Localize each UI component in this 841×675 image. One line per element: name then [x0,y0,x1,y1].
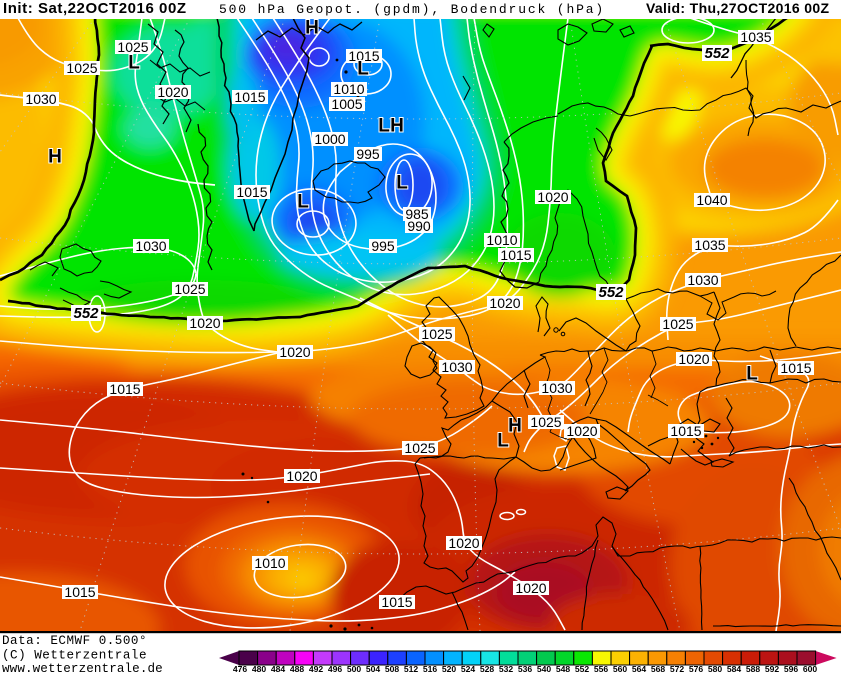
svg-text:576: 576 [689,664,704,674]
svg-text:1015: 1015 [348,48,379,64]
svg-text:1010: 1010 [486,232,517,248]
svg-text:Data: ECMWF 0.500°: Data: ECMWF 0.500° [2,634,147,648]
svg-text:1035: 1035 [740,29,771,45]
svg-text:1015: 1015 [381,594,412,610]
svg-text:540: 540 [537,664,552,674]
svg-text:556: 556 [594,664,609,674]
svg-text:496: 496 [328,664,343,674]
svg-text:588: 588 [746,664,761,674]
svg-text:1010: 1010 [333,81,364,97]
svg-text:1025: 1025 [117,39,148,55]
svg-text:1020: 1020 [157,84,188,100]
svg-text:1020: 1020 [537,189,568,205]
svg-text:1025: 1025 [404,440,435,456]
svg-text:572: 572 [670,664,685,674]
svg-text:1025: 1025 [66,60,97,76]
svg-text:1010: 1010 [254,555,285,571]
svg-text:Init: Sat,22OCT2016 00Z: Init: Sat,22OCT2016 00Z [3,0,187,17]
svg-text:1025: 1025 [530,414,561,430]
svg-text:1015: 1015 [670,423,701,439]
svg-text:564: 564 [632,664,647,674]
svg-text:568: 568 [651,664,666,674]
svg-text:1025: 1025 [421,326,452,342]
svg-text:1000: 1000 [314,131,345,147]
svg-text:(C) Wetterzentrale: (C) Wetterzentrale [2,649,147,663]
svg-text:1025: 1025 [662,316,693,332]
svg-text:H: H [390,116,404,137]
svg-text:560: 560 [613,664,628,674]
svg-text:L: L [497,431,509,452]
svg-text:580: 580 [708,664,723,674]
svg-text:592: 592 [765,664,780,674]
svg-text:1020: 1020 [489,295,520,311]
svg-text:Valid: Thu,27OCT2016 00Z: Valid: Thu,27OCT2016 00Z [646,0,830,16]
svg-text:1035: 1035 [694,237,725,253]
svg-text:1020: 1020 [448,535,479,551]
svg-text:985: 985 [405,206,429,222]
svg-text:www.wetterzentrale.de: www.wetterzentrale.de [2,662,163,675]
svg-text:L: L [128,53,140,74]
svg-text:488: 488 [290,664,305,674]
svg-text:504: 504 [366,664,381,674]
svg-text:1020: 1020 [515,580,546,596]
svg-text:1020: 1020 [678,351,709,367]
svg-text:L: L [297,192,309,213]
svg-text:508: 508 [385,664,400,674]
svg-text:1030: 1030 [541,380,572,396]
svg-text:990: 990 [407,218,431,234]
svg-text:1030: 1030 [441,359,472,375]
svg-text:1040: 1040 [696,192,727,208]
svg-text:1015: 1015 [64,584,95,600]
svg-text:1015: 1015 [234,89,265,105]
svg-text:H: H [305,18,319,39]
svg-text:1015: 1015 [500,247,531,263]
svg-text:500 hPa Geopot. (gpdm), Bodend: 500 hPa Geopot. (gpdm), Bodendruck (hPa) [219,2,605,17]
svg-text:584: 584 [727,664,742,674]
svg-text:492: 492 [309,664,324,674]
svg-text:995: 995 [371,238,395,254]
svg-text:1005: 1005 [331,96,362,112]
svg-text:596: 596 [784,664,799,674]
svg-text:H: H [508,416,522,437]
svg-text:L: L [746,364,758,385]
svg-text:1015: 1015 [236,184,267,200]
svg-text:1020: 1020 [279,344,310,360]
svg-text:1025: 1025 [174,281,205,297]
svg-text:1020: 1020 [286,468,317,484]
svg-text:532: 532 [499,664,514,674]
svg-text:H: H [48,147,62,168]
svg-text:500: 500 [347,664,362,674]
svg-text:1020: 1020 [189,315,220,331]
svg-text:548: 548 [556,664,571,674]
svg-text:552: 552 [73,305,99,322]
svg-text:512: 512 [404,664,419,674]
svg-text:480: 480 [252,664,267,674]
svg-text:L: L [396,173,408,194]
svg-text:1030: 1030 [25,91,56,107]
svg-text:528: 528 [480,664,495,674]
svg-text:1030: 1030 [135,238,166,254]
svg-text:1015: 1015 [780,360,811,376]
svg-text:L: L [378,116,390,137]
svg-text:484: 484 [271,664,286,674]
svg-text:520: 520 [442,664,457,674]
svg-text:552: 552 [598,284,624,301]
svg-text:1015: 1015 [109,381,140,397]
svg-text:536: 536 [518,664,533,674]
svg-text:600: 600 [803,664,818,674]
svg-text:L: L [357,59,369,80]
svg-text:552: 552 [704,45,730,62]
svg-text:552: 552 [575,664,590,674]
svg-text:995: 995 [356,146,380,162]
svg-text:1030: 1030 [687,272,718,288]
svg-text:516: 516 [423,664,438,674]
svg-text:524: 524 [461,664,476,674]
svg-text:1020: 1020 [566,423,597,439]
svg-text:476: 476 [233,664,248,674]
